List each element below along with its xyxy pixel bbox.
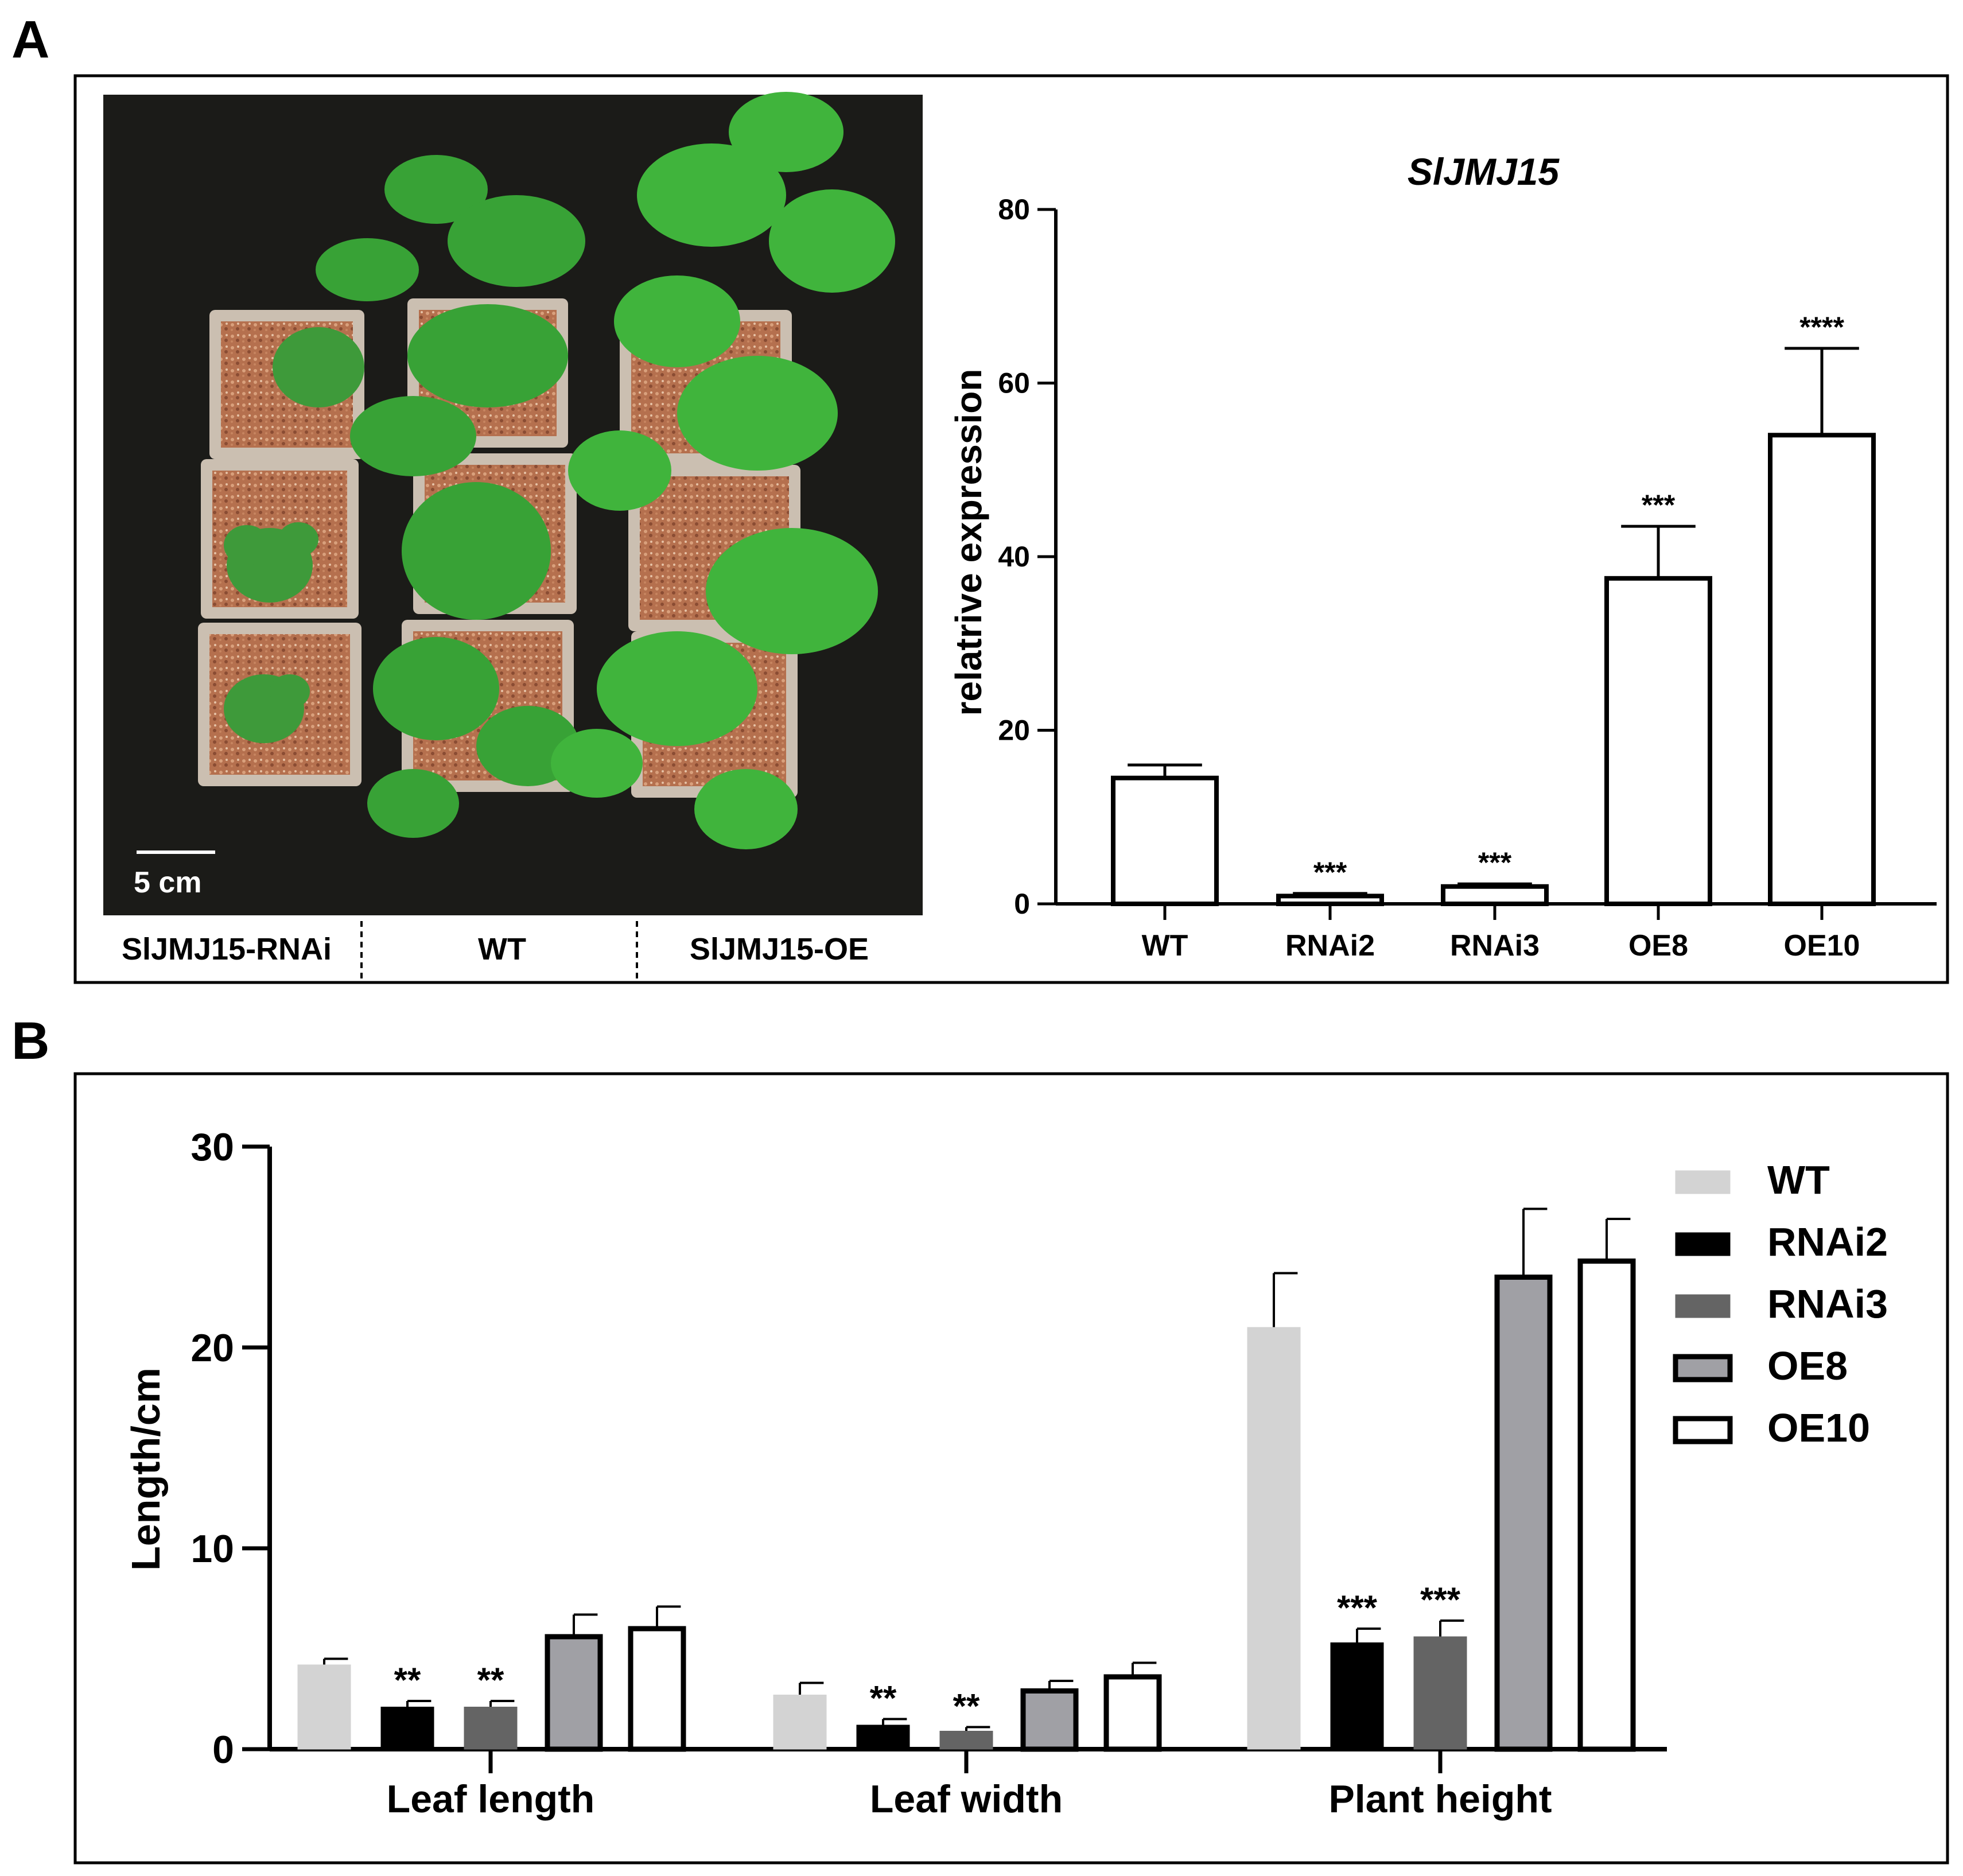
panel-b-letter: B <box>11 1012 49 1070</box>
legend-swatch <box>1675 1232 1731 1256</box>
significance-label: *** <box>1420 1580 1461 1619</box>
bar <box>1247 1327 1301 1750</box>
rnai-plants <box>224 327 364 743</box>
bar <box>1604 576 1712 906</box>
panel-b-frame <box>73 1072 1949 1865</box>
x-tick-label: Leaf length <box>387 1777 595 1821</box>
x-tick-label: WT <box>1142 929 1188 962</box>
legend-label: WT <box>1767 1158 1830 1202</box>
bar <box>297 1664 351 1750</box>
bar <box>773 1695 827 1750</box>
bar <box>1276 894 1384 906</box>
bar <box>1330 1642 1384 1750</box>
legend-label: RNAi3 <box>1767 1281 1888 1326</box>
wt-plant <box>316 155 585 838</box>
plant-photo: 5 cm <box>103 92 923 915</box>
x-tick-label: RNAi2 <box>1285 929 1375 962</box>
significance-label: ** <box>394 1661 421 1699</box>
growth-chart: Length/cm 0 10 20 30 Leaf length ** ** Leaf wid… <box>123 1125 1888 1821</box>
y-tick-label: 30 <box>191 1125 234 1169</box>
y-tick-label: 0 <box>212 1728 234 1772</box>
y-tick-label: 10 <box>191 1527 234 1571</box>
y-tick-label: 60 <box>998 367 1030 399</box>
scale-bar-label: 5 cm <box>134 866 202 899</box>
group-label-oe: SlJMJ15-OE <box>690 932 869 966</box>
significance-label: ** <box>870 1679 897 1718</box>
expression-chart-ylabel: relatrive expression <box>948 369 989 716</box>
panel-a-letter: A <box>11 10 49 69</box>
y-tick-label: 20 <box>998 714 1030 747</box>
bar <box>1441 884 1549 906</box>
legend-swatch <box>1673 1416 1733 1444</box>
significance-label: *** <box>1478 846 1512 879</box>
growth-chart-ylabel: Length/cm <box>123 1368 168 1571</box>
bar <box>545 1634 603 1752</box>
bar <box>628 1626 686 1752</box>
expression-chart: SlJMJ15 relatrive expression 0 20 40 60 80 WT… <box>948 150 1937 962</box>
legend-label: RNAi2 <box>1767 1219 1888 1264</box>
group-label-wt: WT <box>478 932 526 966</box>
legend-label: OE10 <box>1767 1405 1870 1450</box>
x-tick-label: RNAi3 <box>1450 929 1540 962</box>
significance-label: **** <box>1799 311 1844 343</box>
oe-plant <box>551 92 895 849</box>
legend-swatch <box>1675 1294 1731 1318</box>
photo-group-labels: SlJMJ15-RNAi WT SlJMJ15-OE <box>122 921 869 982</box>
significance-label: *** <box>1313 856 1347 888</box>
y-tick-label: 20 <box>191 1326 234 1370</box>
significance-label: *** <box>1337 1588 1378 1627</box>
bar <box>939 1731 993 1750</box>
bar <box>464 1707 518 1750</box>
expression-chart-title: SlJMJ15 <box>1408 150 1560 193</box>
y-tick-label: 80 <box>998 193 1030 226</box>
legend-swatch <box>1673 1354 1733 1382</box>
bar <box>1768 433 1876 906</box>
bar <box>856 1724 910 1750</box>
bar <box>1020 1688 1079 1752</box>
significance-label: *** <box>1642 489 1676 521</box>
x-tick-label: OE10 <box>1784 929 1860 962</box>
group-label-rnai: SlJMJ15-RNAi <box>122 932 332 966</box>
y-tick-label: 40 <box>998 541 1030 573</box>
bar <box>380 1707 434 1750</box>
x-tick-label: Plant height <box>1328 1777 1552 1821</box>
significance-label: ** <box>953 1687 980 1726</box>
bar <box>1413 1636 1467 1750</box>
y-tick-label: 0 <box>1014 888 1030 920</box>
bar <box>1103 1674 1162 1752</box>
legend-label: OE8 <box>1767 1343 1848 1388</box>
bar <box>1577 1259 1636 1752</box>
x-tick-label: OE8 <box>1628 929 1688 962</box>
significance-label: ** <box>477 1661 504 1699</box>
bar <box>1111 775 1219 906</box>
x-tick-label: Leaf width <box>870 1777 1063 1821</box>
panel-a-frame <box>73 74 1949 984</box>
legend-swatch <box>1675 1170 1731 1194</box>
bar <box>1494 1275 1553 1752</box>
